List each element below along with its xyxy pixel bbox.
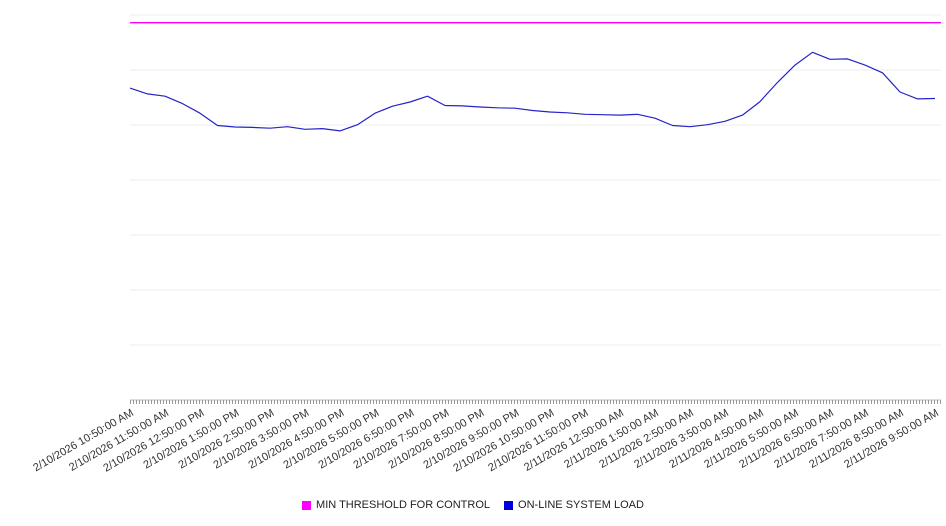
x-axis-label: 2/10/2026 3:50:00 PM — [211, 407, 311, 472]
x-axis-label: 2/11/2026 5:50:00 AM — [702, 407, 801, 471]
x-axis-label: 2/11/2026 1:50:00 AM — [562, 407, 661, 471]
legend-item-system-load: ON-LINE SYSTEM LOAD — [504, 499, 644, 511]
x-axis-label: 2/10/2026 4:50:00 PM — [246, 407, 346, 472]
legend-swatch-min-threshold — [302, 500, 312, 510]
x-axis-label: 2/10/2026 10:50:00 PM — [450, 407, 556, 475]
x-axis-label: 2/10/2026 12:50:00 PM — [100, 407, 206, 475]
x-axis-label: 2/10/2026 5:50:00 PM — [281, 407, 381, 472]
legend-label-min-threshold: MIN THRESHOLD FOR CONTROL — [316, 499, 491, 511]
x-axis-label: 2/10/2026 11:50:00 PM — [486, 407, 591, 475]
legend-swatch-system-load — [504, 500, 514, 510]
x-axis-label: 2/10/2026 11:50:00 AM — [67, 407, 171, 474]
plot-area — [129, 14, 941, 401]
x-axis-labels: 2/10/2026 10:50:00 AM 2/10/2026 11:50:00 … — [0, 407, 946, 502]
x-axis-label: 2/10/2026 7:50:00 PM — [351, 407, 451, 472]
x-axis-label: 2/10/2026 9:50:00 PM — [421, 407, 521, 472]
x-axis-label: 2/10/2026 10:50:00 AM — [31, 407, 137, 475]
x-axis-label: 2/10/2026 8:50:00 PM — [386, 407, 486, 472]
x-axis-label: 2/10/2026 1:50:00 PM — [141, 407, 241, 472]
x-axis-label: 2/11/2026 8:50:00 AM — [807, 407, 906, 471]
x-axis-label: 2/11/2026 9:50:00 AM — [842, 407, 941, 471]
x-axis-label: 2/10/2026 6:50:00 PM — [316, 407, 416, 472]
x-axis-label: 2/11/2026 7:50:00 AM — [772, 407, 871, 471]
x-axis-label: 2/11/2026 12:50:00 AM — [522, 407, 626, 474]
load-line — [129, 51, 936, 132]
legend-item-min-threshold: MIN THRESHOLD FOR CONTROL — [302, 499, 490, 511]
x-axis-label: 2/11/2026 3:50:00 AM — [632, 407, 731, 471]
x-axis-label: 2/11/2026 4:50:00 AM — [667, 407, 766, 471]
x-axis-ticks — [130, 400, 942, 404]
chart-legend: MIN THRESHOLD FOR CONTROL ON-LINE SYSTEM… — [0, 499, 946, 511]
x-axis-label: 2/10/2026 2:50:00 PM — [176, 407, 276, 472]
legend-label-system-load: ON-LINE SYSTEM LOAD — [518, 499, 644, 511]
x-axis-label: 2/11/2026 2:50:00 AM — [597, 407, 696, 471]
x-axis-label: 2/11/2026 6:50:00 AM — [737, 407, 836, 471]
